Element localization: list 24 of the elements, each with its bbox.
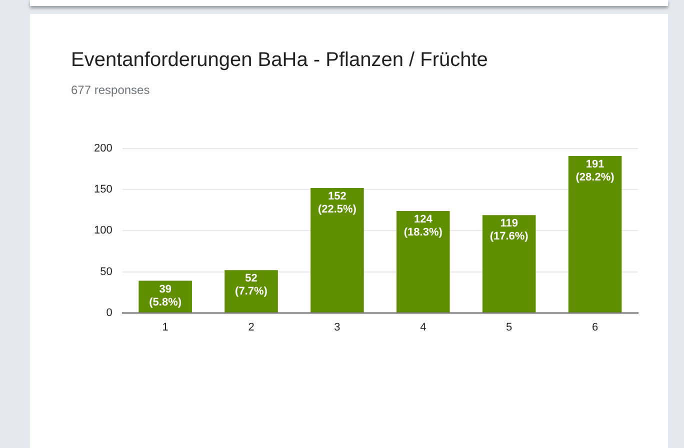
data-label: 52 (7.7%) bbox=[235, 272, 268, 298]
x-tick-label: 5 bbox=[506, 321, 512, 334]
chart-subtitle: 677 responses bbox=[71, 83, 150, 97]
bar bbox=[482, 215, 536, 312]
bar bbox=[310, 188, 364, 312]
y-tick-label: 0 bbox=[106, 306, 112, 319]
data-label: 39 (5.8%) bbox=[149, 283, 182, 308]
bar bbox=[396, 210, 450, 312]
data-label: 152 (22.5%) bbox=[318, 190, 357, 216]
x-tick-label: 3 bbox=[334, 321, 340, 334]
x-tick-label: 2 bbox=[248, 321, 254, 334]
data-label: 124 (18.3%) bbox=[404, 214, 443, 239]
x-tick-label: 1 bbox=[162, 321, 168, 334]
bar bbox=[224, 270, 278, 312]
data-label: 119 (17.6%) bbox=[490, 218, 529, 243]
bar bbox=[568, 156, 622, 312]
y-tick-label: 50 bbox=[100, 266, 112, 278]
y-tick-label: 100 bbox=[94, 224, 112, 237]
chart-title: Eventanforderungen BaHa - Pflanzen / Früchte bbox=[71, 49, 488, 72]
y-tick-label: 150 bbox=[94, 184, 112, 196]
y-tick-label: 200 bbox=[94, 142, 112, 155]
x-tick-label: 4 bbox=[420, 321, 426, 334]
x-tick-label: 6 bbox=[592, 321, 598, 334]
data-label: 191 (28.2%) bbox=[576, 158, 615, 184]
